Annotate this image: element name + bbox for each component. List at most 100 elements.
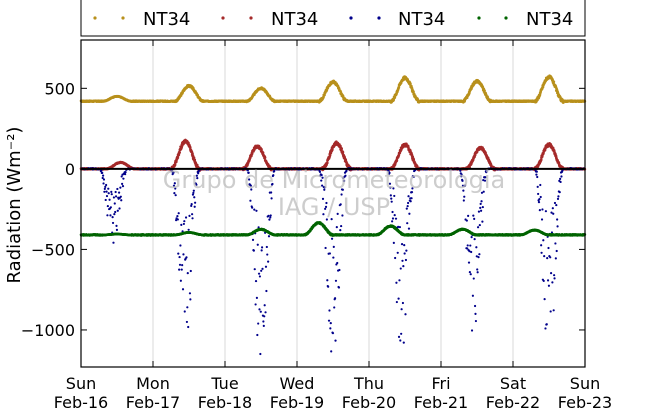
series-2-point	[193, 158, 197, 162]
series-3-point	[553, 274, 556, 277]
series-3-point	[472, 214, 475, 217]
series-3-point	[182, 222, 185, 226]
series-3-point	[260, 249, 263, 252]
series-3-point	[476, 268, 479, 271]
series-3-point	[542, 279, 545, 283]
series-3-point	[539, 195, 542, 199]
series-3-point	[407, 195, 410, 198]
series-3-point	[556, 225, 559, 228]
series-3-point	[111, 221, 115, 225]
series-3-point	[549, 310, 552, 313]
series-3-point	[121, 184, 125, 188]
series-1-point	[337, 87, 341, 90]
series-3-point	[406, 204, 409, 208]
series-3-point	[330, 350, 333, 353]
series-3-point	[479, 202, 482, 205]
series-3-point	[339, 229, 342, 232]
series-3-point	[328, 309, 331, 312]
series-3-point	[254, 303, 257, 306]
series-3-point	[476, 271, 479, 274]
series-3-point	[480, 200, 483, 203]
series-3-point	[409, 200, 412, 203]
series-3-point	[265, 289, 268, 293]
series-3-point	[115, 228, 119, 231]
series-3-point	[114, 195, 118, 198]
series-3-point	[106, 214, 109, 217]
series-1-point	[483, 89, 486, 93]
series-3-point	[115, 224, 118, 228]
series-3-point	[470, 250, 473, 254]
series-3-point	[554, 242, 557, 245]
legend-marker-1	[93, 16, 97, 20]
legend-marker-4b	[504, 16, 508, 20]
series-3-point	[403, 244, 406, 247]
series-3-point	[324, 246, 327, 250]
series-3-point	[178, 263, 182, 266]
series-2-point	[178, 151, 181, 154]
series-3-point	[543, 298, 546, 301]
series-3-point	[391, 210, 394, 214]
series-3-point	[261, 267, 264, 270]
series-3-point	[267, 260, 270, 263]
series-3-point	[477, 210, 481, 213]
series-3-point	[122, 177, 125, 180]
series-3-point	[538, 208, 541, 212]
series-3-point	[269, 214, 272, 217]
series-3-point	[193, 196, 196, 199]
series-3-point	[121, 182, 124, 185]
series-3-point	[188, 214, 191, 217]
series-3-point	[189, 298, 192, 301]
series-3-point	[536, 175, 539, 179]
series-3-point	[255, 296, 258, 299]
series-3-point	[535, 170, 538, 173]
series-3-point	[537, 201, 541, 204]
series-3-point	[105, 194, 109, 198]
series-3-point	[549, 272, 553, 275]
series-3-point	[194, 201, 197, 204]
series-3-point	[468, 270, 471, 274]
series-3-point	[118, 207, 121, 210]
series-3-point	[102, 182, 105, 185]
series-3-point	[401, 259, 404, 262]
series-3-point	[466, 244, 469, 247]
series-3-point	[262, 324, 265, 328]
legend-marker-2b	[249, 16, 253, 20]
series-3-point	[551, 207, 554, 210]
series-3-point	[547, 246, 550, 250]
series-3-point	[391, 217, 395, 220]
series-3-point	[540, 251, 543, 254]
series-3-point	[333, 297, 337, 300]
series-3-point	[102, 174, 105, 177]
series-3-point	[392, 241, 395, 244]
series-3-point	[187, 325, 190, 329]
series-3-point	[467, 214, 470, 218]
series-3-point	[269, 216, 272, 219]
series-3-point	[103, 187, 106, 190]
series-3-point	[177, 252, 180, 255]
series-3-point	[330, 237, 334, 240]
series-3-point	[405, 249, 408, 252]
series-3-point	[398, 225, 401, 229]
series-3-point	[331, 332, 335, 335]
series-3-point	[256, 333, 259, 337]
series-3-point	[474, 312, 477, 315]
series-2-point	[263, 156, 267, 159]
series-3-point	[338, 268, 341, 272]
series-3-point	[106, 204, 109, 208]
series-3-point	[410, 197, 413, 200]
series-3-point	[177, 212, 180, 215]
series-3-point	[124, 171, 127, 174]
series-3-point	[539, 183, 542, 187]
grid-lines	[152, 40, 514, 367]
series-3-point	[559, 177, 562, 181]
series-3-point	[188, 292, 192, 295]
series-3-point	[108, 198, 111, 201]
series-3-point	[396, 251, 399, 254]
series-3-point	[329, 327, 332, 330]
series-3-point	[251, 206, 254, 209]
series-2-point	[260, 147, 263, 151]
series-3-point	[465, 219, 468, 222]
series-3-point	[395, 281, 398, 284]
series-1-point	[393, 96, 397, 99]
legend-label-1: NT34	[143, 9, 190, 30]
